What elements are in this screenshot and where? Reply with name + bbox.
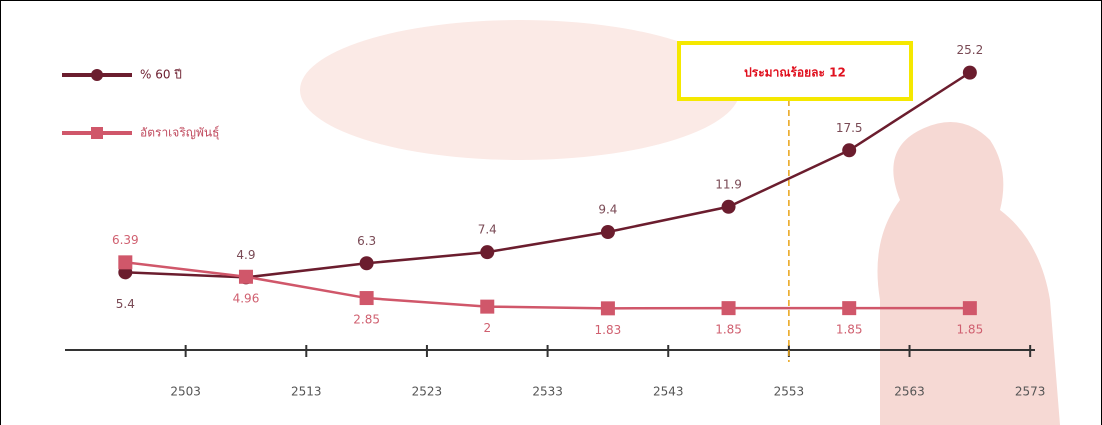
data-label: 1.85 xyxy=(836,323,863,337)
point xyxy=(480,299,495,314)
x-tick-label: 2513 xyxy=(291,385,322,399)
data-label: 4.96 xyxy=(233,291,260,305)
silhouette xyxy=(877,122,1060,425)
legend-marker xyxy=(91,127,103,139)
data-label: 17.5 xyxy=(836,121,863,135)
x-tick-label: 2553 xyxy=(774,385,805,399)
series-line xyxy=(125,71,971,279)
data-label: 4.9 xyxy=(236,248,255,262)
data-label: 25.2 xyxy=(956,43,983,57)
point xyxy=(842,143,857,158)
data-label: 6.3 xyxy=(357,234,376,248)
legend-marker xyxy=(91,69,103,81)
point xyxy=(600,301,615,316)
data-label: 2 xyxy=(483,321,491,335)
x-tick-label: 2543 xyxy=(653,385,684,399)
point xyxy=(359,291,374,306)
point xyxy=(359,256,374,271)
x-tick-label: 2503 xyxy=(170,385,201,399)
data-label: 2.85 xyxy=(353,313,380,327)
series-line xyxy=(125,261,970,310)
point xyxy=(962,65,977,80)
point xyxy=(118,255,133,270)
data-label: 1.85 xyxy=(956,323,983,337)
data-label: 1.83 xyxy=(595,323,622,337)
annotation-text: ประมาณร้อยละ 12 xyxy=(744,66,846,80)
data-label: 5.4 xyxy=(116,297,135,311)
legend-label: % 60 ปี xyxy=(140,68,182,82)
x-tick-label: 2573 xyxy=(1015,385,1046,399)
point xyxy=(721,301,736,316)
annotation-box xyxy=(677,41,913,101)
watermark xyxy=(300,20,740,160)
point xyxy=(600,224,615,239)
x-tick-label: 2533 xyxy=(532,385,563,399)
legend-label: อัตราเจริญพันธุ์ xyxy=(140,126,219,141)
data-label: 11.9 xyxy=(715,177,742,191)
data-label: 9.4 xyxy=(598,202,617,216)
data-label: 6.39 xyxy=(112,233,139,247)
point xyxy=(721,199,736,214)
point xyxy=(842,301,857,316)
data-label: 7.4 xyxy=(478,223,497,237)
point xyxy=(238,269,253,284)
point xyxy=(962,301,977,316)
x-tick-label: 2523 xyxy=(412,385,443,399)
data-label: 1.85 xyxy=(715,323,742,337)
x-tick-label: 2563 xyxy=(894,385,925,399)
point xyxy=(480,245,495,260)
